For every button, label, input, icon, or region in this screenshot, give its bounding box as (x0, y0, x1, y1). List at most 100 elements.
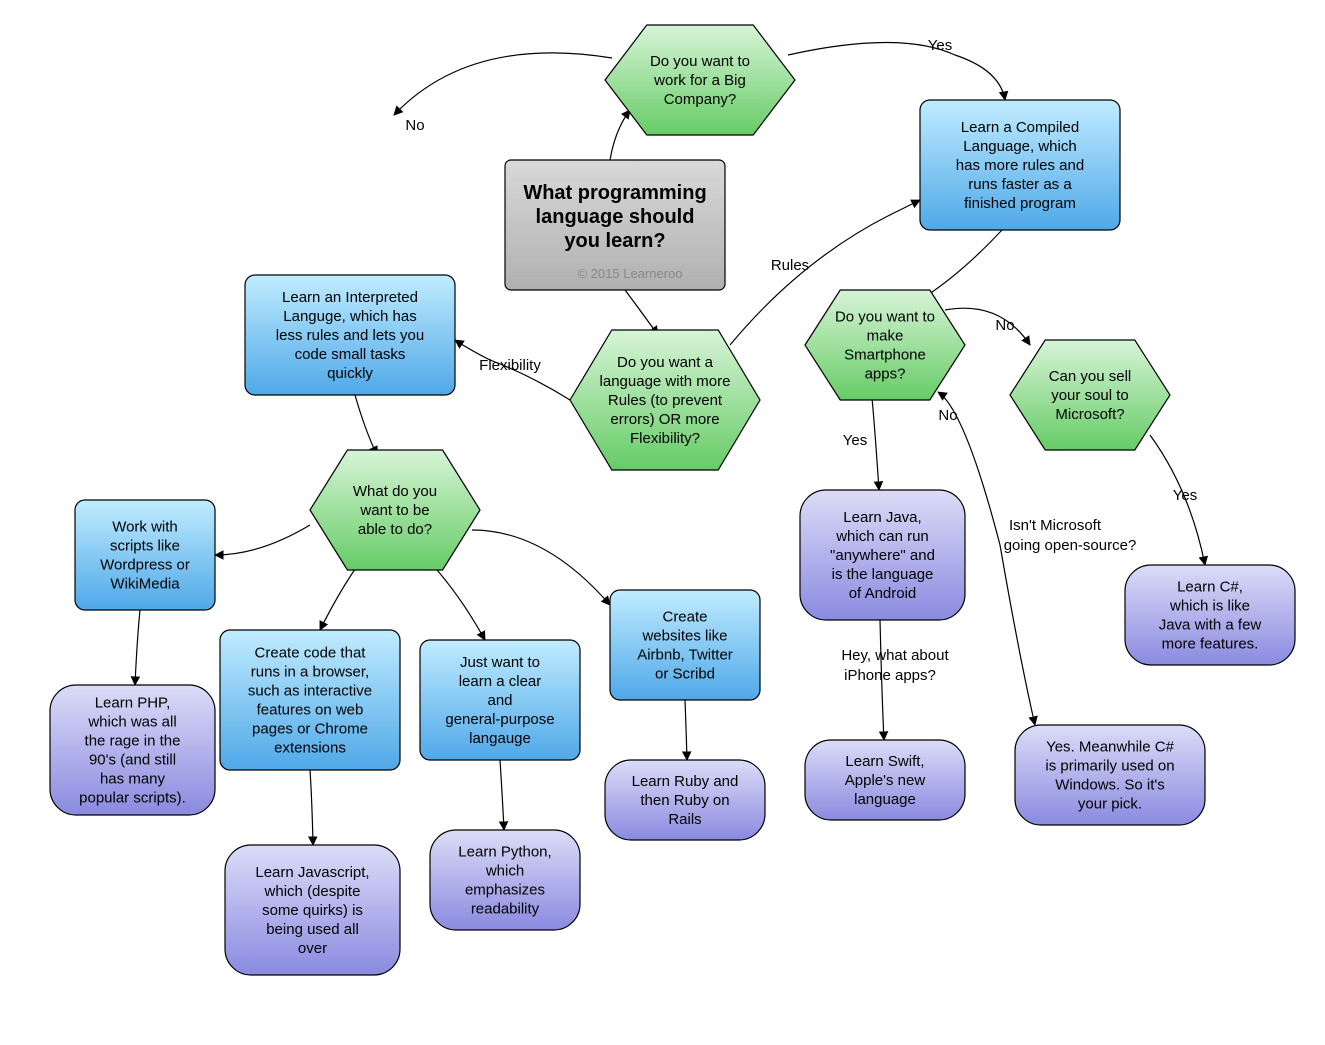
edge-3 (625, 290, 658, 335)
title-line: What programming (523, 182, 706, 204)
edge-13 (500, 760, 504, 830)
svg-text:over: over (298, 940, 327, 957)
node-meanwhile: Yes. Meanwhile C#is primarily used onWin… (1015, 725, 1205, 825)
svg-text:Do you want to: Do you want to (650, 53, 750, 70)
node-swift: Learn Swift,Apple's newlanguage (805, 740, 965, 820)
svg-text:finished program: finished program (964, 195, 1076, 212)
svg-text:What do you: What do you (353, 483, 437, 500)
svg-text:which: which (485, 863, 524, 880)
svg-text:general-purpose: general-purpose (445, 711, 554, 728)
node-php: Learn PHP,which was allthe rage in the90… (50, 685, 215, 815)
svg-text:Language, which: Language, which (963, 138, 1076, 155)
node-websites: Createwebsites likeAirbnb, Twitteror Scr… (610, 590, 760, 700)
svg-text:errors) OR more: errors) OR more (610, 411, 719, 428)
svg-text:your soul to: your soul to (1051, 387, 1129, 404)
svg-text:being used all: being used all (266, 921, 359, 938)
svg-text:90's (and still: 90's (and still (89, 752, 176, 769)
node-interpreted: Learn an Interpreted Languge, which has le… (245, 275, 455, 395)
node-rules: Do you want alanguage with moreRules (to… (570, 330, 760, 470)
svg-text:Just want to: Just want to (460, 654, 540, 671)
svg-text:learn a clear: learn a clear (459, 673, 542, 690)
svg-text:is primarily used on: is primarily used on (1045, 758, 1174, 775)
svg-text:WikiMedia: WikiMedia (110, 576, 180, 593)
svg-text:Flexibility?: Flexibility? (630, 430, 700, 447)
svg-text:Learn Ruby and: Learn Ruby and (632, 773, 739, 790)
svg-text:the rage in the: the rage in the (85, 733, 181, 750)
edge-19: Yes (1150, 435, 1205, 565)
svg-text:Wordpress or: Wordpress or (100, 557, 190, 574)
edge-label: Rules (771, 257, 809, 274)
svg-text:Apple's new: Apple's new (845, 772, 926, 789)
svg-text:Create: Create (662, 609, 707, 626)
svg-text:has many: has many (100, 771, 166, 788)
svg-text:websites like: websites like (641, 628, 727, 645)
flowchart-canvas: No Yes Flexibility Rules Yes No No Isn't Micros… (0, 0, 1325, 1045)
edge-11 (135, 610, 140, 685)
node-whatdo: What do you want to be able to do? (310, 450, 480, 570)
svg-text:of Android: of Android (849, 585, 917, 602)
edge-label: No (938, 407, 957, 424)
svg-text:runs faster as a: runs faster as a (968, 176, 1072, 193)
svg-text:which can run: which can run (835, 528, 929, 545)
svg-text:Learn Python,: Learn Python, (458, 844, 551, 861)
svg-text:Isn't Microsoft: Isn't Microsoft (1009, 517, 1102, 534)
svg-text:runs in a browser,: runs in a browser, (251, 664, 369, 681)
node-wordpress: Work withscripts likeWordpress orWikiMed… (75, 500, 215, 610)
node-bigco: Do you want to work for a Big Company? (605, 25, 795, 135)
svg-text:able to do?: able to do? (358, 521, 432, 538)
svg-text:extensions: extensions (274, 740, 346, 757)
svg-text:quickly: quickly (327, 365, 373, 382)
svg-text:Create code that: Create code that (255, 645, 367, 662)
svg-text:Learn an Interpreted: Learn an Interpreted (282, 289, 418, 306)
svg-text:going open-source?: going open-source? (1004, 537, 1137, 554)
node-csharp: Learn C#,which is likeJava with a fewmor… (1125, 565, 1295, 665)
node-javascript: Learn Javascript, which (despite some quir… (225, 845, 400, 975)
svg-text:which (despite: which (despite (264, 883, 361, 900)
svg-text:Do you want a: Do you want a (617, 354, 714, 371)
svg-text:apps?: apps? (865, 366, 906, 383)
svg-text:Microsoft?: Microsoft? (1055, 406, 1124, 423)
svg-text:Learn Java,: Learn Java, (843, 509, 921, 526)
edge-1: No (394, 53, 612, 134)
edge-label: Hey, what about (841, 647, 949, 664)
svg-text:code small tasks: code small tasks (295, 346, 406, 363)
svg-text:Yes. Meanwhile C#: Yes. Meanwhile C# (1046, 739, 1175, 756)
svg-text:make: make (867, 328, 904, 345)
svg-text:Can you sell: Can you sell (1049, 368, 1132, 385)
svg-text:Languge, which has: Languge, which has (283, 308, 416, 325)
edge-12 (310, 770, 313, 845)
svg-text:popular scripts).: popular scripts). (79, 790, 186, 807)
edge-6 (355, 395, 377, 455)
edge-label: Flexibility (479, 357, 541, 374)
svg-text:work for a Big: work for a Big (653, 72, 746, 89)
edge-label: Yes (1173, 487, 1197, 504)
edge-2: Yes (788, 37, 1005, 100)
node-compiled: Learn a CompiledLanguage, whichhas more … (920, 100, 1120, 230)
svg-text:more features.: more features. (1162, 636, 1259, 653)
edge-label: Yes (843, 432, 867, 449)
svg-text:has more rules and: has more rules and (956, 157, 1084, 174)
svg-text:and: and (487, 692, 512, 709)
edge-label: No (995, 317, 1014, 334)
svg-text:some quirks) is: some quirks) is (262, 902, 363, 919)
svg-text:language with more: language with more (600, 373, 731, 390)
svg-text:features on web: features on web (257, 702, 364, 719)
node-microsoft: Can you sell your soul to Microsoft? (1010, 340, 1170, 450)
svg-text:Learn C#,: Learn C#, (1177, 579, 1243, 596)
edge-9 (430, 562, 485, 640)
svg-text:Learn Javascript,: Learn Javascript, (255, 864, 369, 881)
node-ruby: Learn Ruby andthen Ruby onRails (605, 760, 765, 840)
svg-text:Airbnb, Twitter: Airbnb, Twitter (637, 647, 733, 664)
edge-16: Yes (843, 398, 879, 490)
svg-text:which is like: which is like (1169, 598, 1250, 615)
edge-20: Hey, what aboutiPhone apps? (841, 620, 949, 740)
svg-text:want to be: want to be (359, 502, 429, 519)
copyright: © 2015 Learneroo (578, 266, 683, 281)
svg-text:Company?: Company? (664, 91, 737, 108)
svg-text:your pick.: your pick. (1078, 796, 1142, 813)
svg-text:less rules and lets you: less rules and lets you (276, 327, 424, 344)
svg-text:readability: readability (471, 901, 540, 918)
svg-text:pages or Chrome: pages or Chrome (252, 721, 368, 738)
node-java: Learn Java,which can run"anywhere" andis… (800, 490, 965, 620)
edge-8 (320, 562, 360, 630)
